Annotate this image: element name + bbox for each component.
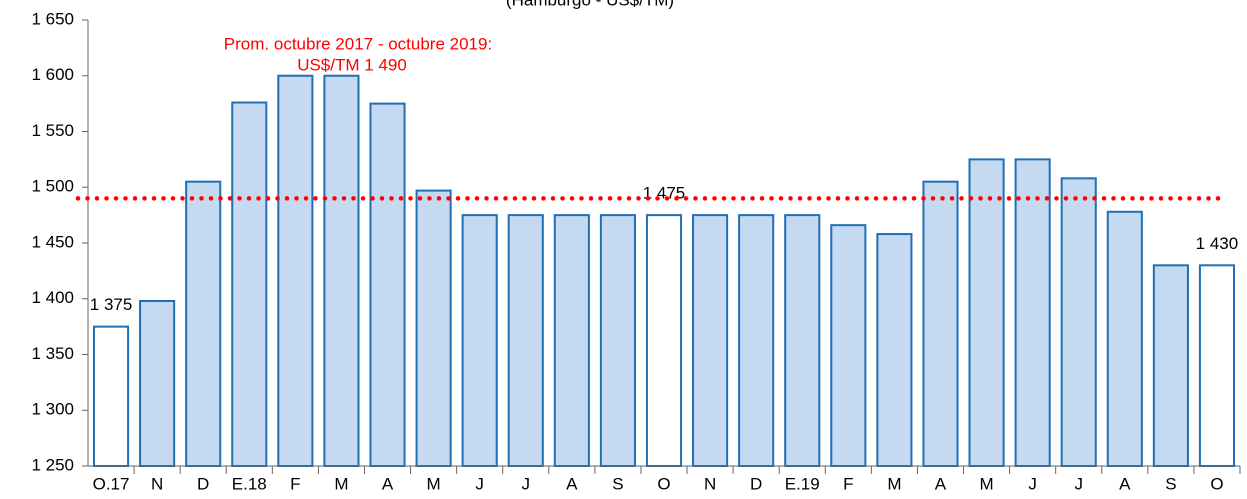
x-tick-label: O (1210, 474, 1223, 493)
bar (1198, 264, 1236, 467)
bar (1106, 210, 1143, 467)
x-tick-label: S (1165, 474, 1176, 493)
x-tick-label: A (935, 474, 947, 493)
x-tick-label: E.18 (232, 474, 267, 493)
x-tick-label: O (657, 474, 670, 493)
bar (692, 214, 729, 467)
data-label: 1 375 (90, 295, 133, 314)
x-tick-label: J (475, 474, 484, 493)
bar (185, 180, 222, 468)
y-tick-label: 1 500 (31, 177, 74, 196)
bar (968, 158, 1005, 467)
bar (231, 101, 268, 467)
bar (784, 214, 821, 467)
y-tick-label: 1 400 (31, 288, 74, 307)
bar (139, 299, 176, 468)
bar (830, 224, 867, 467)
bar (323, 74, 360, 467)
y-tick-label: 1 450 (31, 232, 74, 251)
data-label: 1 430 (1196, 234, 1239, 253)
y-tick-label: 1 650 (31, 9, 74, 28)
bar (1014, 158, 1051, 467)
x-tick-label: A (382, 474, 394, 493)
chart-subtitle: (Hamburgo - US$/TM) (506, 0, 674, 9)
x-tick-label: M (979, 474, 993, 493)
bar (922, 180, 959, 468)
reference-label: US$/TM 1 490 (297, 55, 407, 74)
bar (1152, 264, 1189, 467)
bar (553, 214, 590, 467)
bar (369, 102, 406, 467)
x-tick-label: J (522, 474, 531, 493)
x-tick-label: M (887, 474, 901, 493)
x-tick-label: D (750, 474, 762, 493)
x-tick-label: N (704, 474, 716, 493)
bar (1060, 177, 1097, 468)
x-tick-label: O.17 (93, 474, 130, 493)
reference-label: Prom. octubre 2017 - octubre 2019: (224, 34, 492, 53)
x-tick-label: F (290, 474, 300, 493)
bar (876, 233, 913, 467)
bar (599, 214, 636, 467)
x-tick-label: A (566, 474, 578, 493)
bar (415, 189, 452, 467)
bar (738, 214, 775, 467)
x-tick-label: S (612, 474, 623, 493)
y-tick-label: 1 250 (31, 455, 74, 474)
x-tick-label: N (151, 474, 163, 493)
x-tick-label: J (1074, 474, 1083, 493)
y-tick-label: 1 300 (31, 400, 74, 419)
bar (92, 325, 130, 467)
x-tick-label: F (843, 474, 853, 493)
x-tick-label: D (197, 474, 209, 493)
bar (507, 214, 544, 467)
x-tick-label: M (334, 474, 348, 493)
x-tick-label: M (427, 474, 441, 493)
y-tick-label: 1 600 (31, 65, 74, 84)
y-tick-label: 1 550 (31, 121, 74, 140)
bar (461, 214, 498, 467)
bar (277, 74, 314, 467)
x-tick-label: E.19 (785, 474, 820, 493)
bar (645, 214, 683, 467)
y-tick-label: 1 350 (31, 344, 74, 363)
x-tick-label: A (1119, 474, 1131, 493)
x-tick-label: J (1028, 474, 1037, 493)
